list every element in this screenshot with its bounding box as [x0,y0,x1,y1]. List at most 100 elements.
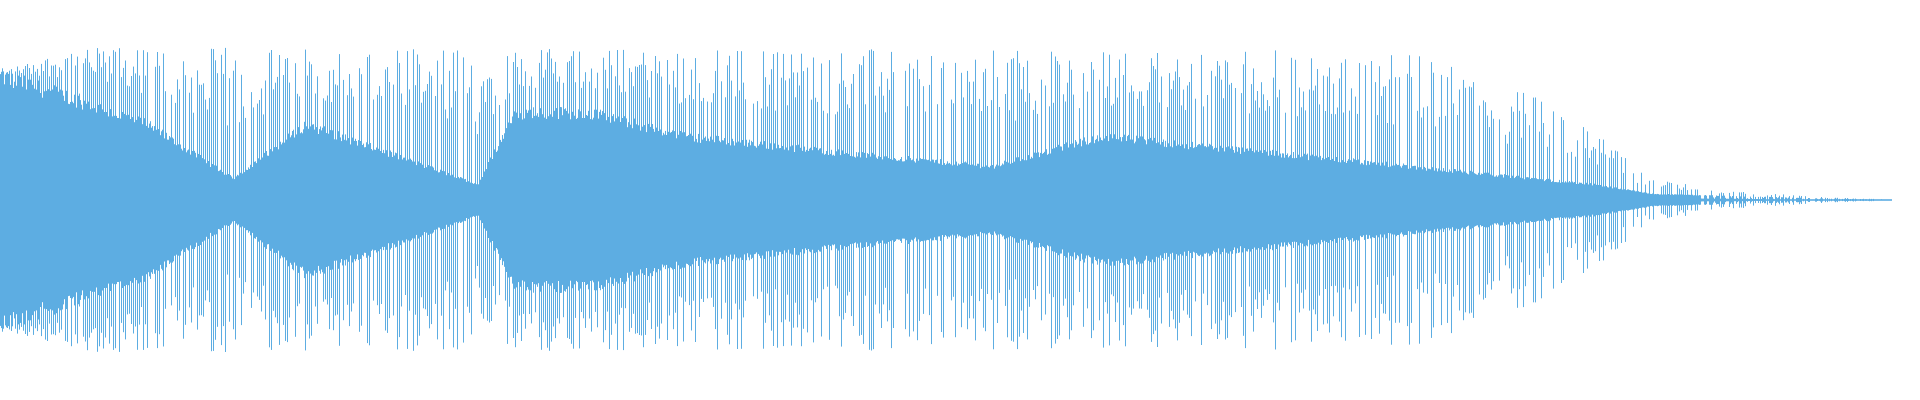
waveform-sample-bar [728,143,729,257]
waveform-sample-bar [143,50,144,350]
waveform-sample-bar [1378,162,1379,238]
waveform-sample-bar [1642,192,1643,208]
waveform-sample-bar [804,146,805,254]
waveform-sample-bar [412,161,413,239]
waveform-sample-bar [234,179,235,221]
waveform-sample-bar [905,70,906,330]
waveform-sample-bar [319,129,320,271]
waveform-sample-bar [746,139,747,261]
waveform-sample-bar [375,149,376,251]
waveform-sample-bar [731,80,732,320]
waveform-sample-bar [1240,153,1241,247]
waveform-sample-bar [1452,172,1453,228]
waveform-sample-bar [1020,161,1021,239]
waveform-sample-bar [544,117,545,283]
waveform-sample-bar [1339,78,1340,322]
waveform-sample-bar [1629,189,1630,210]
waveform-sample-bar [217,73,218,327]
waveform-sample-bar [1202,143,1203,257]
waveform-sample-bar [792,145,793,255]
waveform-sample-bar [505,99,506,301]
waveform-sample-bar [756,147,757,253]
waveform-sample-bar [1126,141,1127,259]
waveform-sample-bar [779,148,780,252]
waveform-sample-bar [765,77,766,323]
waveform-sample-bar [988,166,989,234]
waveform-sample-bar [78,95,79,305]
waveform-sample-bar [483,81,484,319]
waveform-sample-bar [1659,194,1660,206]
waveform-sample-bar [90,109,91,291]
waveform-sample-bar [1388,167,1389,233]
waveform-sample-bar [1715,197,1716,203]
waveform-sample-bar [1482,174,1483,226]
waveform-sample-bar [457,50,458,350]
waveform-sample-bar [1665,185,1666,215]
waveform-sample-bar [1381,96,1382,304]
waveform-sample-bar [1828,199,1829,201]
waveform-sample-bar [418,161,419,239]
waveform-sample-bar [1009,110,1010,290]
waveform-sample-bar [1375,82,1376,318]
waveform-sample-bar [269,52,270,348]
waveform-sample-bar [628,122,629,278]
waveform-sample-bar [1705,195,1706,205]
waveform-sample-bar [769,84,770,316]
waveform-sample-bar [1835,197,1836,203]
waveform-sample-bar [1514,178,1515,222]
waveform-sample-bar [1383,86,1384,314]
waveform-sample-bar [487,79,488,321]
waveform-sample-bar [1543,123,1544,277]
waveform-sample-bar [587,115,588,285]
waveform-sample-bar [324,126,325,274]
waveform-sample-bar [297,93,298,307]
waveform-sample-bar [1181,105,1182,295]
waveform-sample-bar [473,183,474,217]
waveform-sample-bar [72,101,73,299]
waveform-sample-bar [235,60,236,340]
waveform-sample-bar [888,158,889,242]
waveform-sample-bar [1255,100,1256,300]
waveform-sample-bar [481,86,482,314]
waveform-sample-bar [218,171,219,229]
waveform-sample-bar [1762,197,1763,203]
waveform-sample-bar [645,65,646,335]
waveform-sample-bar [53,65,54,335]
waveform-sample-bar [1529,125,1530,275]
waveform-sample-bar [1275,50,1276,350]
waveform-sample-bar [1265,110,1266,290]
waveform-sample-bar [609,50,610,350]
waveform-sample-bar [952,165,953,235]
waveform-sample-bar [1671,183,1672,217]
waveform-sample-bar [1030,158,1031,242]
waveform-sample-bar [701,101,702,299]
waveform-sample-bar [1229,84,1230,316]
waveform-sample-bar [1325,111,1326,289]
waveform-sample-bar [697,142,698,258]
waveform-sample-bar [1358,159,1359,241]
waveform-sample-bar [199,84,200,316]
waveform-sample-bar [1432,167,1433,233]
waveform-sample-bar [1176,145,1177,255]
waveform-sample-bar [476,184,477,216]
waveform-sample-bar [194,150,195,250]
waveform-sample-bar [264,152,265,248]
waveform-sample-bar [355,138,356,262]
waveform-sample-bar [312,124,313,276]
waveform-sample-bar [1249,113,1250,287]
waveform-sample-bar [1507,143,1508,257]
waveform-sample-bar [1074,147,1075,253]
waveform-sample-bar [1342,160,1343,240]
waveform-sample-bar [183,61,184,339]
waveform-sample-bar [1414,165,1415,235]
waveform-sample-bar [1845,198,1846,202]
waveform-sample-bar [447,118,448,282]
waveform-sample-bar [1380,165,1381,235]
waveform-sample-bar [1832,199,1833,201]
waveform-sample-bar [614,121,615,279]
waveform-sample-bar [1033,109,1034,291]
waveform-sample-bar [1847,198,1848,202]
waveform-sample-bar [155,66,156,334]
waveform-sample-bar [1165,140,1166,260]
waveform-sample-bar [844,153,845,247]
